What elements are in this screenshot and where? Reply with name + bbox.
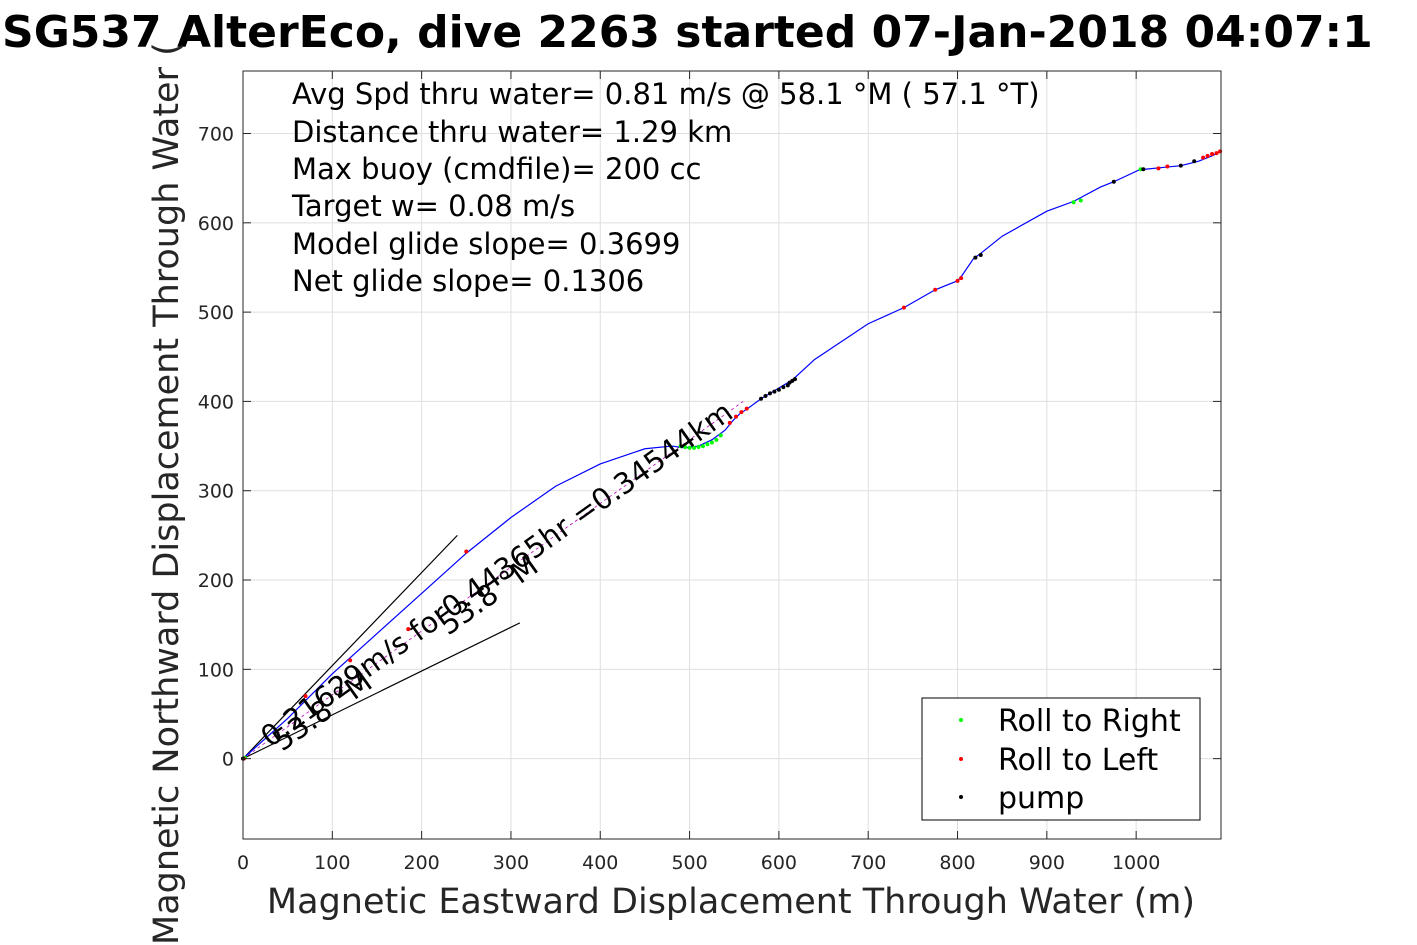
legend-label-roll-left: Roll to Left bbox=[998, 743, 1158, 778]
pump-point bbox=[776, 387, 781, 392]
y-tick-label: 400 bbox=[198, 391, 234, 413]
x-tick-label: 600 bbox=[761, 852, 797, 874]
chart-title: SG537 AlterEco, dive 2263 started 07-Jan… bbox=[2, 7, 1373, 58]
roll-left-point bbox=[1165, 164, 1170, 169]
roll-right-point bbox=[1071, 200, 1076, 205]
x-tick-label: 0 bbox=[237, 852, 249, 874]
roll-left-point bbox=[1218, 149, 1223, 154]
roll-left-point bbox=[959, 276, 964, 281]
reference-lines bbox=[242, 401, 744, 760]
legend-marker-roll-left bbox=[959, 757, 963, 761]
roll-left-point bbox=[464, 549, 469, 554]
pump-point bbox=[978, 252, 983, 257]
roll-left-point bbox=[901, 305, 906, 310]
pump-point bbox=[763, 394, 768, 399]
reference-line-upper bbox=[242, 534, 458, 760]
legend-marker-pump bbox=[959, 795, 963, 799]
stat-model-glide: Model glide slope= 0.3699 bbox=[292, 227, 680, 261]
y-tick-label: 0 bbox=[222, 749, 234, 771]
y-axis-label: Magnetic Northward Displacement Through … bbox=[147, 42, 187, 945]
roll-left-point bbox=[1205, 153, 1210, 158]
stat-max-buoy: Max buoy (cmdfile)= 200 cc bbox=[292, 152, 701, 186]
roll-right-point bbox=[700, 444, 705, 449]
y-tick-label: 500 bbox=[198, 302, 234, 324]
stat-avg-speed: Avg Spd thru water= 0.81 m/s @ 58.1 °M (… bbox=[292, 77, 1040, 111]
reference-line-lower bbox=[242, 622, 521, 760]
pump-point bbox=[781, 385, 786, 390]
roll-left-point bbox=[1214, 151, 1219, 156]
x-tick-label: 400 bbox=[582, 852, 618, 874]
roll-right-point bbox=[718, 433, 723, 438]
legend-label-pump: pump bbox=[998, 781, 1084, 816]
ticks: 0 100 200 300 400 500 600 700 800 900 1000 0 100 200 3… bbox=[198, 71, 1221, 874]
x-tick-label: 500 bbox=[671, 852, 707, 874]
roll-right-point bbox=[687, 445, 692, 450]
roll-left-point bbox=[744, 406, 749, 411]
pump-point bbox=[1192, 159, 1197, 164]
pump-point bbox=[973, 255, 978, 260]
current-vector-line bbox=[242, 401, 744, 759]
roll-right-point bbox=[1078, 198, 1083, 203]
roll-left-point bbox=[1210, 152, 1215, 157]
x-tick-label: 300 bbox=[493, 852, 529, 874]
roll-left-point bbox=[727, 420, 732, 425]
stat-target-w: Target w= 0.08 m/s bbox=[291, 189, 575, 223]
x-tick-label: 800 bbox=[939, 852, 975, 874]
y-tick-label: 100 bbox=[198, 659, 234, 681]
roll-left-point bbox=[348, 658, 353, 663]
pump-point bbox=[772, 389, 777, 394]
y-tick-label: 200 bbox=[198, 570, 234, 592]
pump-point bbox=[759, 396, 764, 401]
roll-left-point bbox=[933, 287, 938, 292]
roll-left-point bbox=[739, 410, 744, 415]
roll-right-point bbox=[705, 442, 710, 447]
markers bbox=[241, 149, 1223, 761]
plot-frame bbox=[242, 70, 1222, 840]
roll-right-point bbox=[709, 440, 714, 445]
roll-left-point bbox=[1156, 166, 1161, 171]
x-tick-label: 1000 bbox=[1112, 852, 1160, 874]
roll-right-point bbox=[683, 444, 688, 449]
x-tick-label: 200 bbox=[403, 852, 439, 874]
roll-left-point bbox=[406, 627, 411, 632]
legend-label-roll-right: Roll to Right bbox=[998, 704, 1181, 739]
stat-distance: Distance thru water= 1.29 km bbox=[292, 115, 732, 149]
pump-point bbox=[1178, 163, 1183, 168]
stat-net-glide: Net glide slope= 0.1306 bbox=[292, 264, 644, 298]
x-tick-label: 100 bbox=[314, 852, 350, 874]
x-tick-label: 700 bbox=[850, 852, 886, 874]
grid bbox=[242, 71, 1221, 839]
roll-right-point bbox=[692, 445, 697, 450]
x-tick-label: 900 bbox=[1029, 852, 1065, 874]
y-tick-label: 300 bbox=[198, 481, 234, 503]
legend-box bbox=[921, 697, 1201, 821]
roll-left-point bbox=[734, 414, 739, 419]
roll-right-point bbox=[714, 437, 719, 442]
x-axis-label: Magnetic Eastward Displacement Through W… bbox=[267, 882, 1195, 922]
pump-point bbox=[1111, 179, 1116, 184]
roll-left-point bbox=[303, 694, 308, 699]
y-tick-label: 700 bbox=[198, 124, 234, 146]
stats-block: Avg Spd thru water= 0.81 m/s @ 58.1 °M (… bbox=[291, 77, 1040, 298]
pump-point bbox=[767, 391, 772, 396]
y-tick-label: 600 bbox=[198, 213, 234, 235]
legend: Roll to Right Roll to Left pump bbox=[921, 697, 1201, 821]
roll-left-point bbox=[955, 278, 960, 283]
pump-point bbox=[792, 377, 797, 382]
roll-right-point bbox=[696, 444, 701, 449]
roll-left-point bbox=[1201, 155, 1206, 160]
roll-right-point bbox=[678, 444, 683, 449]
legend-marker-roll-right bbox=[959, 718, 963, 722]
pump-point bbox=[1141, 167, 1146, 172]
